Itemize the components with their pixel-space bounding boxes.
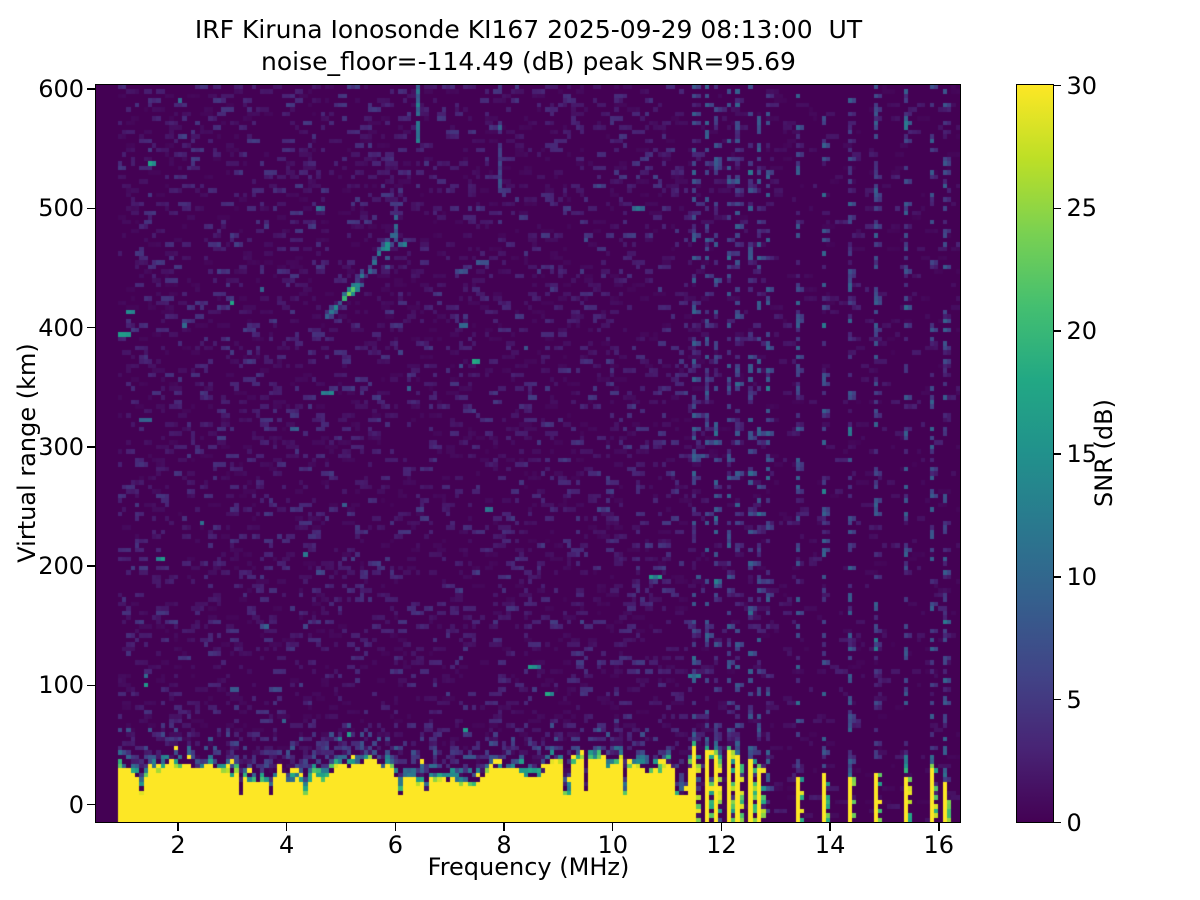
- x-tick-label: 14: [814, 831, 846, 859]
- y-tick-label: 400: [38, 313, 84, 342]
- y-tick-mark: [87, 565, 95, 567]
- colorbar-tick-label: 0: [1066, 808, 1082, 837]
- x-tick-label: 8: [496, 831, 512, 859]
- chart-title: IRF Kiruna Ionosonde KI167 2025-09-29 08…: [194, 15, 863, 44]
- x-tick-mark: [938, 823, 940, 831]
- y-tick-label: 500: [38, 194, 84, 223]
- y-tick-mark: [87, 684, 95, 687]
- y-tick-label: 100: [38, 671, 84, 700]
- y-tick-label: 300: [38, 432, 84, 461]
- y-tick-label: 600: [38, 75, 84, 104]
- y-tick-mark: [87, 207, 95, 210]
- colorbar-label: SNR (dB): [1090, 399, 1118, 507]
- y-tick-mark: [87, 803, 95, 806]
- colorbar-tick-label: 25: [1066, 194, 1098, 223]
- x-tick-mark: [503, 823, 505, 831]
- y-tick-label: 200: [38, 552, 84, 581]
- colorbar: [1016, 84, 1054, 823]
- colorbar-tick-mark: [1053, 576, 1061, 578]
- x-tick-mark: [177, 823, 179, 831]
- colorbar-tick-mark: [1053, 453, 1061, 455]
- y-tick-label: 0: [68, 790, 84, 819]
- x-tick-mark: [611, 823, 614, 831]
- chart-subtitle: noise_floor=-114.49 (dB) peak SNR=95.69: [261, 47, 796, 76]
- colorbar-tick-mark: [1053, 330, 1061, 332]
- x-tick-mark: [394, 823, 397, 831]
- x-tick-label: 12: [706, 831, 737, 859]
- x-tick-label: 6: [387, 831, 403, 859]
- x-tick-label: 4: [279, 831, 295, 859]
- colorbar-tick-label: 15: [1066, 440, 1098, 468]
- x-tick-label: 2: [170, 831, 186, 859]
- colorbar-tick-mark: [1053, 698, 1061, 701]
- x-axis-label: Frequency (MHz): [427, 853, 630, 881]
- colorbar-tick-label: 10: [1066, 562, 1098, 591]
- colorbar-tick-label: 30: [1066, 71, 1098, 100]
- colorbar-tick-mark: [1053, 821, 1061, 824]
- x-tick-mark: [720, 823, 723, 831]
- colorbar-tick-label: 5: [1066, 685, 1082, 714]
- heatmap-plot: [95, 84, 961, 823]
- y-tick-mark: [87, 446, 95, 448]
- x-tick-mark: [285, 823, 288, 831]
- x-tick-label: 10: [597, 831, 628, 859]
- colorbar-tick-mark: [1053, 207, 1061, 210]
- x-tick-mark: [829, 823, 831, 831]
- colorbar-tick-label: 20: [1066, 317, 1098, 346]
- colorbar-tick-mark: [1053, 84, 1061, 87]
- x-tick-label: 16: [923, 831, 955, 859]
- chart-title-block: IRF Kiruna Ionosonde KI167 2025-09-29 08…: [95, 14, 962, 78]
- y-tick-mark: [87, 88, 95, 90]
- heatmap-canvas: [96, 85, 960, 822]
- y-tick-mark: [87, 326, 95, 329]
